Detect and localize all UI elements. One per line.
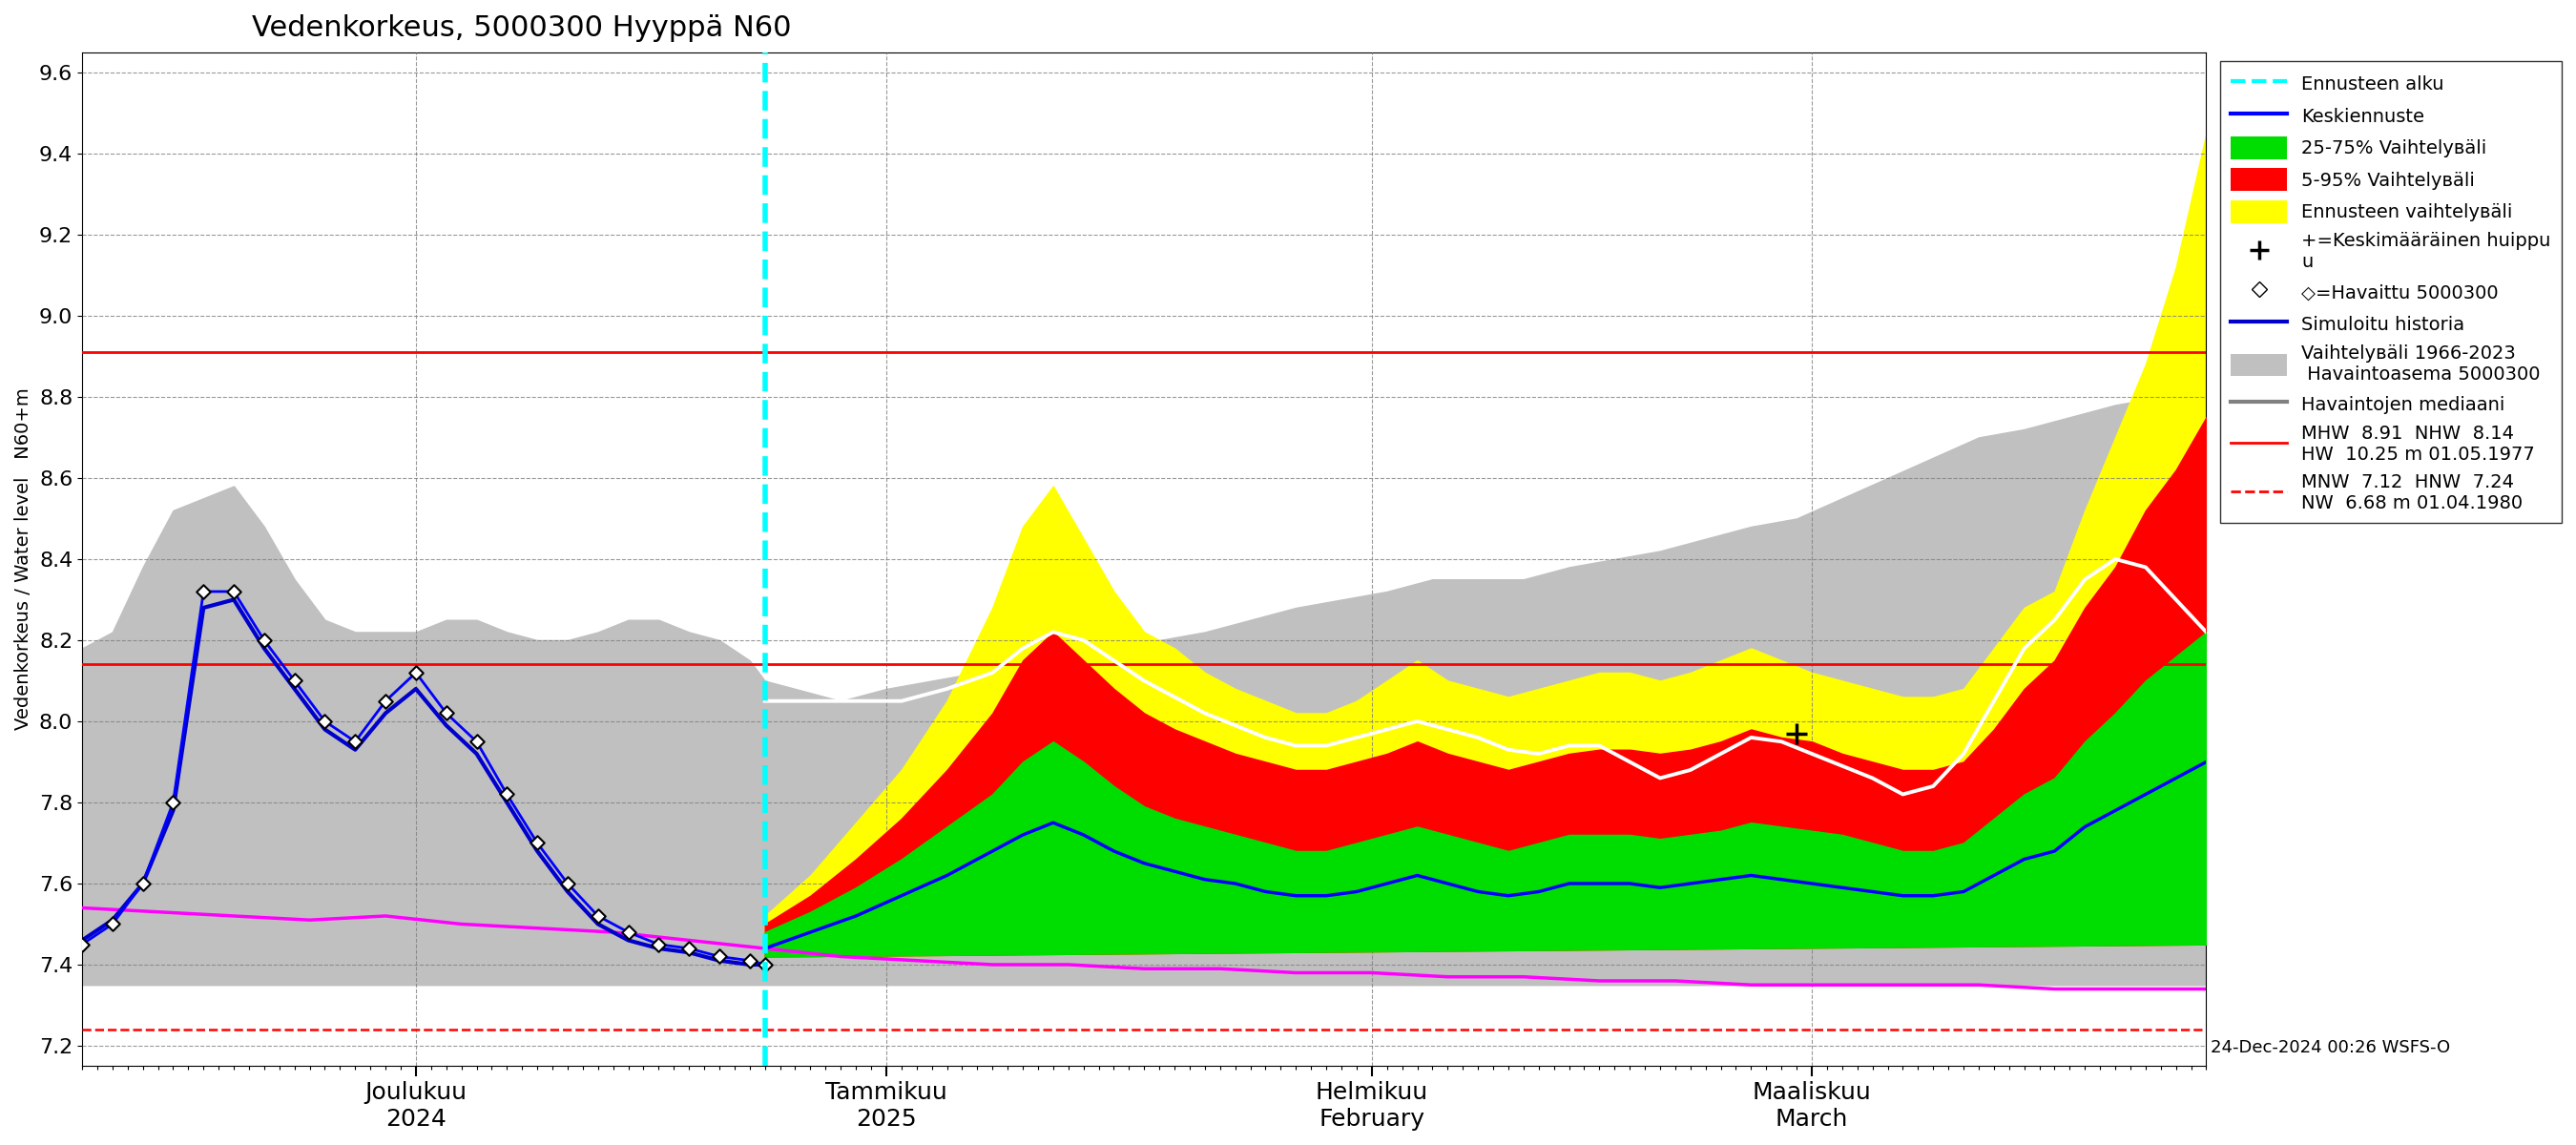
Point <box>456 733 497 751</box>
Legend: Ennusteen alku, Keskiennuste, 25-75% Vaihtelувäli, 5-95% Vaihtelувäli, Ennusteen: Ennusteen alku, Keskiennuste, 25-75% Vai… <box>2221 62 2563 523</box>
Point <box>698 947 739 965</box>
Point <box>608 923 649 941</box>
Y-axis label: Vedenkorkeus / Water level   N60+m: Vedenkorkeus / Water level N60+m <box>15 388 33 731</box>
Point <box>245 631 286 649</box>
Point <box>546 875 587 893</box>
Point <box>744 955 786 973</box>
Point <box>639 935 680 954</box>
Point <box>152 793 193 812</box>
Point <box>518 834 559 852</box>
Point <box>729 951 770 970</box>
Point <box>667 939 708 957</box>
Text: Vedenkorkeus, 5000300 Hyyppä N60: Vedenkorkeus, 5000300 Hyyppä N60 <box>252 14 791 42</box>
Point <box>425 704 466 722</box>
Text: 24-Dec-2024 00:26 WSFS-O: 24-Dec-2024 00:26 WSFS-O <box>2210 1039 2450 1056</box>
Point <box>62 935 103 954</box>
Point <box>273 672 314 690</box>
Point <box>183 583 224 601</box>
Point <box>487 785 528 804</box>
Point <box>304 712 345 731</box>
Point <box>577 907 618 925</box>
Point <box>394 663 435 681</box>
Point <box>366 692 407 710</box>
Point <box>335 733 376 751</box>
Point <box>214 583 255 601</box>
Point <box>121 875 162 893</box>
Point <box>93 915 134 933</box>
